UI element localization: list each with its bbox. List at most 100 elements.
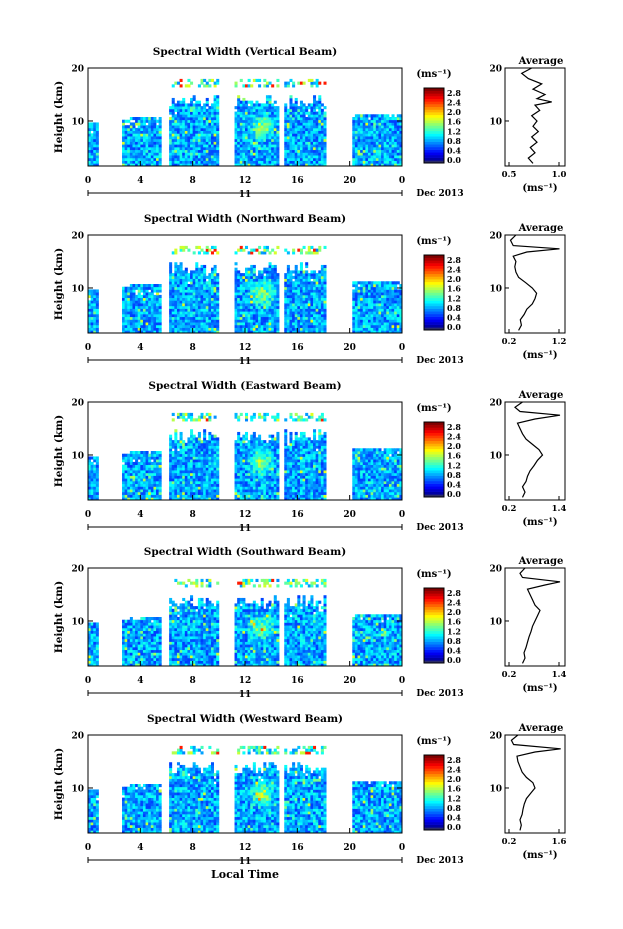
heatmap-cell (127, 152, 131, 156)
heatmap-cell (378, 316, 382, 320)
heatmap-cell (179, 138, 183, 142)
heatmap-cell (265, 163, 269, 167)
heatmap-cell (124, 464, 128, 468)
heatmap-cell (179, 122, 183, 126)
heatmap-cell (135, 316, 139, 320)
heatmap-cell (396, 319, 400, 323)
heatmap-cell (299, 152, 303, 156)
heatmap-cell (383, 322, 387, 326)
heatmap-cell (360, 324, 364, 328)
heatmap-cell (305, 324, 309, 328)
heatmap-cell (156, 119, 160, 123)
heatmap-cell (95, 297, 99, 301)
heatmap-cell (268, 146, 272, 151)
heatmap-cell (273, 270, 277, 274)
heatmap-cell (95, 319, 99, 323)
heatmap-cell (190, 125, 194, 129)
heatmap-cell (276, 144, 280, 148)
colorbar-cell (424, 273, 444, 277)
heatmap-cell (284, 160, 288, 164)
heatmap-cell (239, 437, 243, 441)
heatmap-cell (265, 141, 269, 145)
heatmap-cell (195, 133, 199, 137)
heatmap-cell (294, 275, 298, 279)
heatmap-cell (373, 152, 377, 156)
heatmap-cell (292, 160, 296, 164)
heatmap-cell (124, 459, 128, 463)
heatmap-cell (365, 119, 369, 123)
heatmap-cell (242, 114, 246, 118)
heatmap-cell (234, 152, 238, 156)
heatmap-cell (247, 311, 251, 315)
heatmap-cell (302, 125, 306, 129)
heatmap-cell (195, 478, 199, 482)
heatmap-cell (320, 114, 324, 118)
heatmap-cell (192, 486, 196, 490)
heatmap-cell (352, 146, 356, 151)
heatmap-cell (234, 475, 238, 479)
heatmap-cell (367, 119, 371, 123)
heatmap-cell (190, 322, 194, 326)
heatmap-cell (396, 313, 400, 318)
heatmap-cell (210, 483, 214, 487)
heatmap-cell (182, 319, 186, 323)
heatmap-cell (273, 144, 277, 148)
heatmap-cell (271, 133, 275, 137)
heatmap-cell (88, 464, 92, 468)
heatmap-cell (237, 155, 241, 159)
heatmap-cell (137, 136, 141, 140)
heatmap-cell (255, 138, 259, 142)
heatmap-cell (124, 119, 128, 123)
heatmap-cell (273, 284, 277, 288)
heatmap-cell (273, 152, 277, 156)
heatmap-cell (153, 327, 157, 331)
heatmap-cell (320, 324, 324, 328)
heatmap-cell (205, 491, 209, 495)
heatmap-cell (195, 497, 199, 501)
heatmap-cell (265, 281, 269, 285)
heatmap-cell (95, 130, 99, 134)
colorbar-cell (424, 255, 444, 258)
heatmap-cell (174, 300, 178, 304)
heatmap-cell (305, 144, 309, 148)
heatmap-cell (216, 275, 220, 279)
heatmap-cell (200, 275, 204, 279)
colorbar-cell (424, 109, 444, 113)
heatmap-cell (284, 111, 288, 115)
heatmap-cell (93, 297, 97, 301)
heatmap-cell (294, 117, 298, 121)
heatmap-cell (237, 308, 241, 312)
heatmap-cell (247, 286, 251, 290)
heatmap-cell (297, 106, 301, 110)
heatmap-cell (294, 284, 298, 288)
heatmap-cell (122, 467, 126, 471)
heatmap-cell (307, 292, 311, 296)
heatmap-cell (153, 456, 157, 460)
heatmap-cell (237, 418, 241, 422)
heatmap-cell (255, 111, 259, 115)
heatmap-cell (158, 494, 162, 498)
heatmap-cell (90, 316, 94, 320)
heatmap-cell (258, 297, 262, 301)
heatmap-cell (137, 160, 141, 164)
heatmap-cell (176, 483, 180, 487)
heatmap-cell (268, 284, 272, 288)
heatmap-cell (263, 281, 267, 285)
heatmap-cell (383, 294, 387, 299)
heatmap-cell (323, 81, 327, 85)
heatmap-cell (95, 127, 99, 132)
colorbar-cell (424, 98, 444, 102)
heatmap-cell (205, 445, 209, 449)
heatmap-cell (190, 478, 194, 482)
heatmap-cell (271, 275, 275, 279)
colorbar-cell (424, 90, 444, 94)
heatmap-cell (299, 297, 303, 301)
heatmap-cell (216, 136, 220, 140)
heatmap-cell (156, 152, 160, 156)
heatmap-cell (388, 119, 392, 123)
heatmap-cell (182, 273, 186, 277)
heatmap-cell (210, 319, 214, 323)
heatmap-cell (289, 322, 293, 326)
heatmap-cell (213, 472, 217, 476)
heatmap-cell (386, 324, 390, 328)
